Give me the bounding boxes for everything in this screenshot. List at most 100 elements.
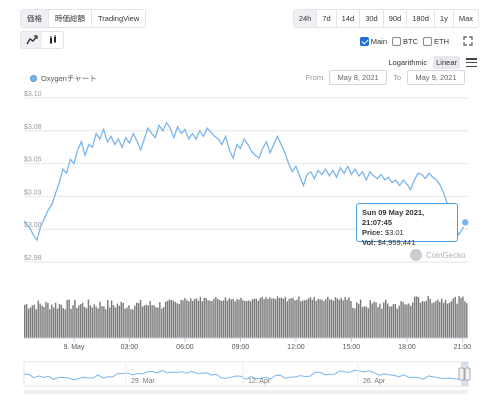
range-1y-button[interactable]: 1y (435, 10, 454, 27)
volume-bar (33, 304, 36, 338)
logarithmic-scale-button[interactable]: Logarithmic (388, 58, 428, 67)
from-date-input[interactable] (329, 70, 388, 85)
volume-bar (222, 300, 225, 338)
volume-bar (392, 304, 395, 338)
range-7d-button[interactable]: 7d (317, 10, 337, 27)
volume-bar (296, 299, 298, 338)
volume-bar (274, 299, 277, 338)
volume-bar (458, 295, 460, 338)
volume-bar (180, 299, 182, 338)
volume-bar (460, 297, 462, 338)
x-tick-label: 12:00 (287, 344, 305, 351)
range-180d-button[interactable]: 180d (407, 10, 435, 27)
y-tick-label: $3.03 (24, 189, 42, 196)
volume-bar (398, 305, 400, 338)
volume-bar (132, 309, 134, 338)
volume-bar (176, 303, 178, 338)
tab-2[interactable]: TradingView (98, 14, 140, 23)
watermark-text: CoinGecko (426, 250, 466, 260)
chart-menu-icon[interactable] (466, 58, 477, 67)
candlestick-chart-button[interactable] (42, 32, 63, 48)
compare-main-checkbox[interactable]: Main (359, 37, 387, 46)
navigator-tick-label: 29. Mar (131, 378, 155, 385)
tab-1[interactable]: 時価総額 (49, 10, 92, 27)
volume-bar (444, 299, 447, 338)
volume-bar (419, 302, 422, 338)
volume-bar (408, 303, 410, 338)
compare-label: BTC (403, 37, 418, 46)
volume-bar (454, 296, 456, 338)
volume-bar (288, 299, 290, 338)
volume-bar (213, 298, 215, 338)
compare-eth-checkbox[interactable]: ETH (423, 37, 449, 46)
volume-bar (298, 296, 300, 338)
volume-bar (327, 296, 329, 338)
x-tick-label: 18:00 (398, 344, 416, 351)
volume-bar (452, 298, 454, 338)
volume-bar (207, 300, 209, 338)
volume-bar (466, 303, 468, 338)
volume-bar (267, 298, 269, 338)
volume-bar (292, 298, 294, 338)
line-chart-button[interactable] (21, 32, 42, 48)
range-14d-button[interactable]: 14d (337, 10, 361, 27)
volume-bar (89, 305, 92, 338)
range-max-button[interactable]: Max (458, 14, 473, 23)
volume-bar (41, 305, 43, 338)
series-dot-icon (30, 75, 37, 82)
volume-bar (47, 303, 49, 338)
series-legend[interactable]: Oxygenチャート (30, 73, 97, 84)
volume-bar (91, 307, 93, 338)
volume-bar (271, 298, 273, 338)
volume-bar (359, 299, 362, 338)
volume-bar (413, 296, 416, 338)
volume-bar (228, 298, 231, 338)
volume-bar (406, 304, 408, 338)
tooltip-price-label: Price: (362, 228, 383, 237)
volume-bar (255, 298, 258, 338)
volume-bar (381, 308, 383, 338)
range-90d-button[interactable]: 90d (384, 10, 408, 27)
volume-bar (361, 307, 364, 338)
volume-bar (303, 300, 306, 338)
volume-bar (301, 300, 304, 338)
volume-bar (103, 306, 105, 338)
volume-bar (269, 297, 271, 338)
volume-bar (236, 299, 238, 338)
volume-bar (99, 301, 101, 338)
compare-btc-checkbox[interactable]: BTC (392, 37, 418, 46)
volume-bar (450, 301, 453, 338)
range-24h-button[interactable]: 24h (293, 10, 318, 27)
hover-marker (460, 217, 470, 228)
volume-bar (105, 309, 107, 338)
volume-bar (211, 301, 213, 338)
volume-bar (197, 300, 200, 338)
tooltip-volume: $4,959,441 (377, 238, 416, 247)
volume-bar (184, 297, 186, 338)
volume-bar (230, 299, 232, 338)
volume-bar (114, 307, 117, 338)
volume-bar (107, 300, 109, 338)
tab-0[interactable]: 価格 (21, 10, 49, 27)
volume-bar (369, 300, 371, 338)
volume-bar (244, 301, 246, 338)
volume-bar (388, 306, 391, 338)
fullscreen-button[interactable] (461, 34, 475, 48)
volume-bar (294, 300, 296, 338)
volume-bar (307, 298, 310, 338)
navigator-scrollbar (24, 390, 468, 394)
volume-bar (323, 301, 325, 338)
range-30d-button[interactable]: 30d (360, 10, 384, 27)
volume-bar (217, 298, 219, 338)
volume-bar (64, 309, 66, 338)
volume-bar (246, 301, 248, 338)
to-date-input[interactable] (407, 70, 465, 85)
volume-bar (325, 299, 327, 338)
volume-bar (110, 300, 113, 338)
linear-scale-button[interactable]: Linear (433, 56, 460, 69)
volume-bar (234, 301, 236, 338)
volume-bar (191, 301, 194, 338)
volume-bar (116, 303, 119, 338)
volume-bar (440, 298, 443, 338)
